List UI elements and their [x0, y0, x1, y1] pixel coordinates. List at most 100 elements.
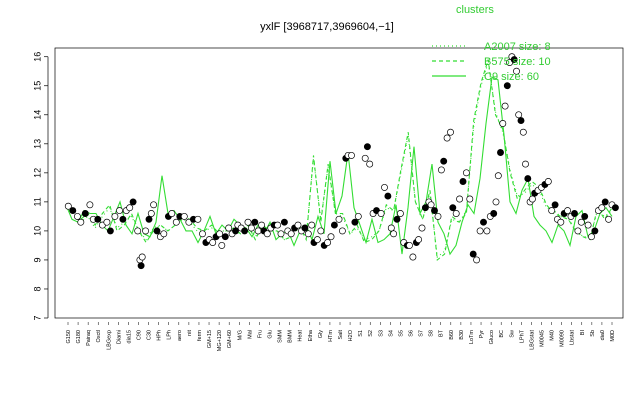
- data-point: [522, 160, 529, 168]
- data-point: [440, 157, 448, 165]
- data-point: [377, 210, 385, 217]
- x-tick-label: Pyr: [479, 330, 485, 338]
- data-point: [221, 233, 229, 241]
- data-point: [335, 215, 343, 223]
- data-point: [81, 210, 89, 217]
- data-point: [94, 215, 102, 223]
- data-point: [494, 172, 502, 180]
- x-tick-label: GM+60: [227, 330, 233, 348]
- data-point: [591, 227, 599, 235]
- x-tick-label: SMM: [278, 330, 284, 343]
- data-point: [254, 227, 262, 235]
- x-tick-label: GM+15: [207, 330, 213, 348]
- data-point: [434, 212, 442, 220]
- data-point: [280, 218, 288, 226]
- x-tick-label: M0090: [560, 330, 566, 347]
- data-point: [437, 166, 445, 174]
- data-point: [396, 210, 404, 217]
- x-tick-label: Sw: [509, 330, 515, 338]
- data-point: [216, 230, 224, 238]
- data-point: [456, 195, 464, 203]
- data-point: [499, 120, 507, 127]
- x-tick-label: Gluco: [489, 330, 495, 344]
- data-point: [129, 198, 137, 206]
- data-point: [483, 227, 491, 235]
- data-point: [366, 160, 374, 168]
- x-tick-label: HTm: [328, 330, 334, 342]
- legend-label: B575 size: 10: [484, 56, 551, 68]
- data-point: [519, 128, 527, 136]
- data-point: [384, 192, 392, 200]
- x-tick-label: LBGexp: [106, 330, 112, 350]
- x-tick-label: H2O: [348, 329, 354, 341]
- legend-entry-b575: B575 size: 10: [432, 56, 551, 68]
- data-point: [363, 143, 371, 151]
- x-tick-label: M40: [550, 330, 556, 341]
- y-tick-label: 12: [32, 168, 42, 178]
- x-tick-label: S6: [409, 330, 415, 337]
- data-point: [119, 215, 127, 223]
- x-tick-label: B30: [459, 330, 465, 340]
- x-tick-label: C30: [147, 330, 153, 340]
- x-tick-label: M/G: [237, 330, 243, 340]
- y-tick-label: 7: [32, 315, 42, 320]
- x-tick-label: Mal: [247, 330, 253, 339]
- data-point: [480, 218, 487, 226]
- x-tick-label: Sb: [590, 330, 596, 337]
- x-tick-label: S3: [378, 330, 384, 337]
- data-point: [517, 117, 525, 125]
- data-point: [126, 204, 134, 212]
- legend: clusters A2007 size: 8 B575 size: 10 C9 …: [432, 4, 551, 83]
- data-point: [116, 207, 123, 215]
- data-point: [277, 230, 285, 238]
- chart-title: yxlF [3968717,3969604,−1]: [260, 21, 394, 33]
- x-tick-label: M0045: [539, 330, 545, 347]
- data-point: [544, 178, 552, 185]
- series-line-c9: [65, 76, 613, 256]
- data-point: [145, 215, 153, 223]
- data-point: [574, 227, 582, 235]
- x-tick-label: Heat: [298, 330, 304, 342]
- y-tick-label: 9: [32, 257, 42, 262]
- data-point: [466, 195, 474, 203]
- data-point: [263, 230, 271, 238]
- data-point: [351, 218, 359, 226]
- x-tick-label: S4: [388, 330, 394, 337]
- x-tick-label: Lbstat: [570, 330, 576, 345]
- data-point: [588, 233, 595, 241]
- data-point: [338, 227, 346, 235]
- data-point: [168, 210, 176, 217]
- data-point: [134, 227, 142, 235]
- data-points: [64, 53, 619, 270]
- data-point: [137, 262, 145, 270]
- data-point: [524, 175, 532, 183]
- x-tick-label: BC: [499, 330, 505, 338]
- data-point: [301, 224, 309, 232]
- data-point: [421, 204, 429, 212]
- x-tick-label: B60: [449, 330, 455, 340]
- x-tick-label: S5: [398, 330, 404, 337]
- data-point: [232, 227, 239, 235]
- x-tick-label: dia15: [126, 330, 132, 343]
- data-point: [258, 221, 266, 229]
- data-point: [462, 169, 470, 177]
- x-tick-label: BMM: [288, 330, 294, 343]
- data-point: [577, 218, 585, 226]
- data-point: [601, 198, 609, 206]
- y-tick-label: 13: [32, 139, 42, 149]
- x-tick-label: Fru: [257, 330, 263, 338]
- legend-label: C9 size: 60: [484, 71, 539, 83]
- data-point: [473, 256, 481, 264]
- legend-entry-c9: C9 size: 60: [432, 71, 539, 83]
- data-point: [551, 201, 559, 209]
- x-tick-label: LPh: [167, 330, 173, 340]
- x-tick-label: LPhT: [519, 329, 525, 343]
- data-point: [503, 82, 511, 90]
- data-point: [557, 218, 565, 226]
- data-point: [528, 195, 536, 203]
- y-tick-label: 15: [32, 81, 42, 91]
- data-point: [251, 218, 259, 226]
- x-tick-label: S2: [368, 330, 374, 337]
- x-tick-label: nit: [187, 330, 193, 336]
- data-point: [106, 227, 114, 235]
